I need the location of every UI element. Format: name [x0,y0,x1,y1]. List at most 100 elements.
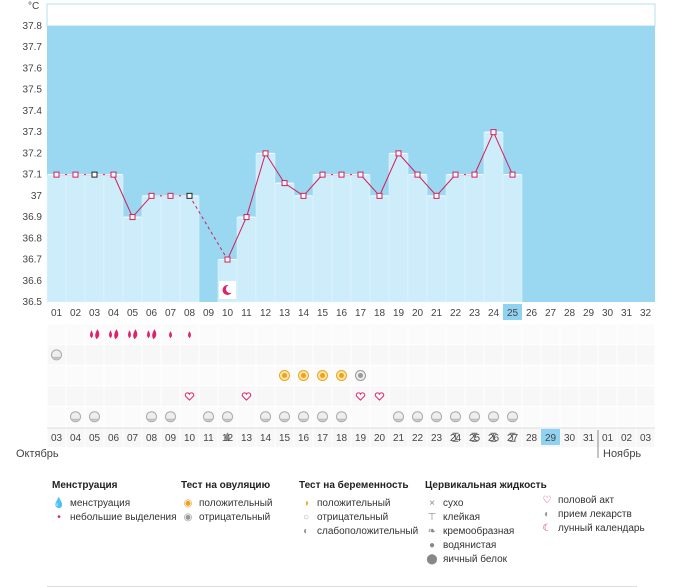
date-label: 07 [127,433,139,444]
grid-cell [66,427,85,448]
grid-cell [370,324,389,345]
pill-icon-shade [52,356,61,359]
legend-fluid: Цервикальная жидкость × сухо ⊤ клейкая ❧ кр… [425,480,547,567]
grid-cell [332,324,351,345]
pill-icon-shade [223,418,232,421]
grid-cell [370,345,389,365]
grid-cell [541,406,560,427]
pregnancy-positive-icon: ◑ [302,498,310,509]
date-label: 31 [583,433,595,444]
grid-cell [275,324,294,345]
cycle-day-label: 31 [621,308,633,319]
heavy-drop-icon [133,329,138,340]
temp-line-segment [132,195,152,218]
temp-bar [502,174,523,303]
grid-cell [351,386,370,406]
date-label: 30 [564,433,576,444]
grid-cell [427,386,446,406]
grid-cell [294,324,313,345]
temp-bar [84,174,105,303]
date-label: 08 [146,433,158,444]
grid-cell [389,324,408,345]
grid-cell [427,324,446,345]
y-tick-label: 37.1 [23,170,43,181]
symptom-grid [47,324,655,448]
legend-title: Тест на овуляцию [181,480,271,491]
grid-cell [560,427,579,448]
ovulation-negative-icon: ◉ [183,512,193,523]
temp-bar [369,195,390,303]
grid-cell [313,427,332,448]
date-label: 04 [70,433,82,444]
date-label: 28 [526,433,538,444]
legend-item: прием лекарств [558,509,632,520]
grid-cell [66,365,85,386]
heavy-drop-icon [128,330,131,339]
legend-item: отрицательный [317,512,389,523]
legend-item: положительный [317,498,391,509]
current-date-highlight [541,429,560,445]
pill-icon-shade [71,418,80,421]
date-label: 02 [621,433,633,444]
heart-icon: ♡ [542,495,552,506]
temp-line-segment [265,153,285,184]
grid-cell [541,345,560,365]
grid-cell [617,324,636,345]
grid-cell [503,365,522,386]
temperature-line [48,129,521,263]
watery-icon: ● [428,540,436,551]
temp-bar [350,174,371,303]
grid-cell [313,345,332,365]
grid-cell [123,427,142,448]
grid-cell [332,427,351,448]
temp-line-segment [398,153,418,175]
cycle-day-label: 24 [488,308,500,319]
grid-cell [256,386,275,406]
pill-icon-shade [261,418,270,421]
date-label: 20 [374,433,386,444]
date-label: 21 [393,433,405,444]
grid-cell [218,324,237,345]
date-label: 19 [355,433,367,444]
grid-cell [256,365,275,386]
temp-point [72,171,79,178]
legend-other: ♡ половой акт ◐ прием лекарств ☾ лунный кал… [540,494,645,536]
cycle-day-label: 19 [393,308,405,319]
temp-point [243,214,250,221]
temp-bar [426,195,447,303]
pill-icon-shade [508,418,517,421]
cycle-day-label: 28 [564,308,576,319]
temp-line-segment [436,174,456,197]
temp-bar [445,174,466,303]
grid-cell [180,406,199,427]
grid-cell [123,345,142,365]
pill-icon: ◐ [543,509,551,520]
light-drop-icon: • [57,512,61,523]
month-label-right: Ноябрь [603,448,642,460]
date-label: 16 [298,433,310,444]
temp-point [129,214,136,221]
grid-cell [47,324,66,345]
temp-bar [141,195,162,303]
grid-cell [389,427,408,448]
cycle-day-label: 02 [70,308,82,319]
unit-label: °C [28,1,39,12]
date-label: 03 [51,433,63,444]
grid-cell [598,345,617,365]
grid-cell [237,406,256,427]
ovulation-negative-dot [358,373,363,378]
legend-item: сухо [443,498,464,509]
date-label: 18 [336,433,348,444]
grid-cell [104,386,123,406]
pill-icon-shade [280,418,289,421]
temp-bar [464,174,485,303]
ovulation-positive-dot [339,373,344,378]
date-label: 01 [602,433,614,444]
grid-cell [636,427,655,448]
grid-cell [199,386,218,406]
grid-cell [484,324,503,345]
y-tick-label: 36.8 [23,233,43,244]
y-tick-label: 37.7 [23,42,43,53]
grid-cell [427,427,446,448]
temp-line-segment [474,131,494,175]
